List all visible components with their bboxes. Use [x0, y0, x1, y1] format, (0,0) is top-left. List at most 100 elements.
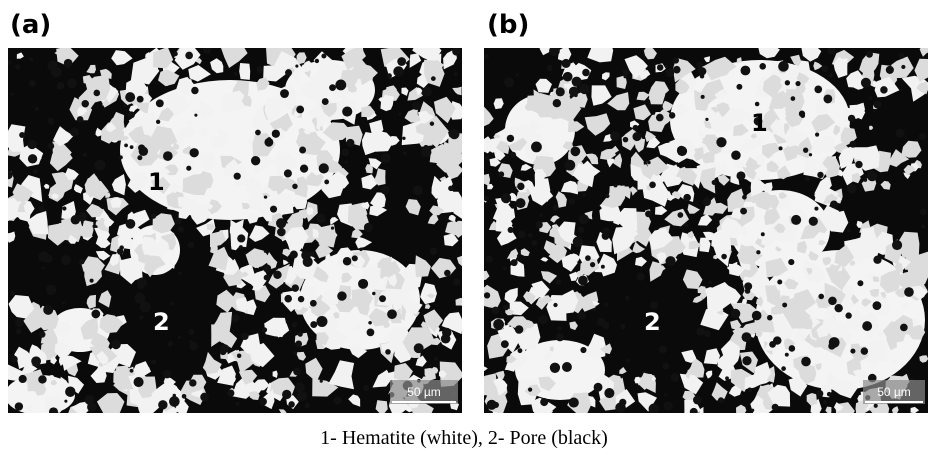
hematite-grain	[251, 156, 260, 165]
hematite-grain	[431, 76, 436, 81]
hematite-grain	[200, 393, 209, 402]
hematite-grain	[70, 127, 79, 136]
hematite-grain	[83, 153, 87, 157]
hematite-grain	[795, 81, 800, 86]
hematite-grain	[867, 171, 877, 181]
hematite-grain	[873, 301, 882, 310]
hematite-grain	[850, 349, 855, 354]
hematite-grain	[342, 107, 352, 117]
hematite-grain	[303, 257, 313, 267]
hematite-grain	[791, 96, 796, 101]
hematite-grain	[518, 348, 523, 353]
hematite-grain	[481, 174, 490, 186]
hematite-grain	[397, 57, 406, 66]
hematite-grain	[855, 161, 862, 168]
hematite-grain	[65, 387, 75, 397]
hematite-grain	[593, 308, 596, 311]
hematite-grain	[503, 305, 509, 311]
hematite-grain	[704, 330, 711, 337]
hematite-grain	[322, 98, 329, 105]
hematite-grain	[649, 403, 660, 414]
hematite-grain	[182, 394, 187, 399]
hematite-grain	[163, 370, 172, 379]
hematite-grain	[821, 65, 828, 72]
hematite-grain	[590, 262, 595, 267]
hematite-grain	[10, 291, 15, 296]
hematite-grain	[35, 107, 39, 111]
hematite-grain	[128, 111, 135, 118]
hematite-grain	[880, 86, 887, 93]
hematite-grain	[452, 47, 460, 55]
hematite-grain	[77, 116, 84, 123]
hematite-grain	[320, 379, 323, 382]
hematite-grain	[255, 130, 261, 136]
hematite-grain	[518, 230, 526, 238]
hematite-grain	[28, 154, 37, 163]
hematite-grain	[81, 100, 88, 107]
hematite-grain	[594, 383, 603, 392]
hematite-grain	[553, 205, 559, 211]
hematite-grain	[140, 301, 151, 312]
hematite-grain	[178, 271, 182, 275]
hematite-grain	[7, 60, 12, 65]
hematite-grain	[170, 302, 174, 306]
hematite-grain	[158, 400, 167, 409]
hematite-grain	[869, 96, 873, 100]
hematite-grain	[782, 303, 787, 308]
hematite-grain	[175, 218, 182, 225]
hematite-grain	[579, 214, 589, 224]
hematite-grain	[156, 99, 164, 107]
hematite-grain	[637, 273, 645, 281]
hematite-grain	[163, 151, 173, 161]
hematite-grain	[677, 146, 686, 155]
hematite-grain	[272, 130, 280, 138]
hematite-grain	[574, 93, 578, 97]
hematite-grain	[613, 183, 617, 187]
hematite-grain	[10, 93, 13, 96]
hematite-grain	[705, 118, 708, 121]
hematite-grain	[51, 122, 54, 125]
hematite-grain	[231, 314, 239, 322]
hematite-grain	[862, 321, 872, 331]
hematite-grain	[285, 69, 292, 76]
hematite-grain	[578, 312, 586, 320]
hematite-grain	[412, 101, 421, 110]
hematite-grain	[352, 255, 358, 261]
hematite-grain	[241, 332, 249, 340]
hematite-grain	[264, 196, 267, 199]
hematite-grain	[316, 316, 327, 327]
hematite-grain	[549, 45, 560, 56]
hematite-grain	[185, 52, 193, 60]
hematite-grain	[39, 206, 45, 212]
hematite-grain	[582, 193, 585, 196]
hematite-grain	[702, 197, 711, 206]
hematite-grain	[47, 143, 54, 150]
hematite-grain	[331, 227, 334, 230]
hematite-grain	[124, 143, 128, 147]
hematite-grain	[773, 336, 781, 344]
hematite-grain	[814, 86, 822, 94]
hematite-grain	[190, 148, 199, 157]
hematite-grain	[501, 340, 509, 348]
hematite-grain	[134, 377, 144, 387]
hematite-grain	[169, 396, 180, 407]
hematite-grain	[788, 259, 794, 265]
hematite-grain	[550, 363, 560, 373]
hematite-grain	[177, 226, 184, 233]
hematite-grain	[742, 195, 747, 200]
hematite-grain	[742, 356, 751, 365]
hematite-grain	[716, 137, 726, 147]
hematite-grain	[625, 296, 630, 301]
hematite-grain	[119, 155, 123, 159]
hematite-grain	[731, 309, 741, 319]
hematite-grain	[779, 146, 783, 150]
hematite-grain	[413, 185, 423, 195]
hematite-grain	[904, 287, 914, 297]
hematite-grain	[358, 279, 368, 289]
hematite-grain	[725, 376, 729, 380]
hematite-grain	[657, 64, 664, 71]
hematite-grain	[751, 409, 754, 412]
hematite-grain	[752, 311, 762, 321]
hematite-grain	[557, 326, 561, 330]
hematite-grain	[4, 171, 12, 179]
